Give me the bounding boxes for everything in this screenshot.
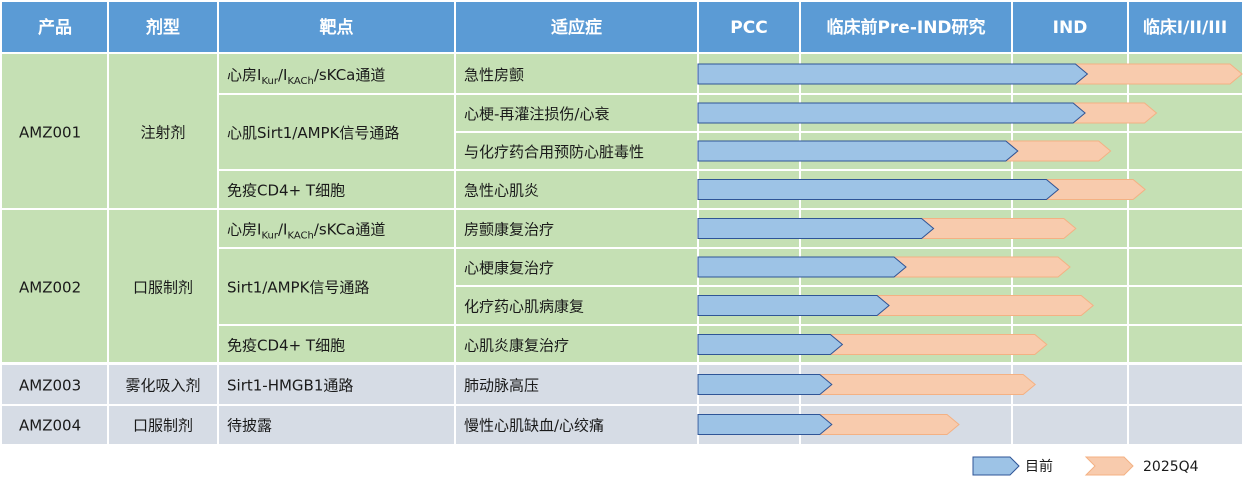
- header-cell: 剂型: [146, 17, 180, 38]
- target-progress-bar: [875, 295, 1094, 316]
- header-cell: 产品: [38, 17, 72, 38]
- legend-target-label: 2025Q4: [1143, 459, 1199, 475]
- dosage-form: 口服制剂: [133, 417, 193, 435]
- current-progress-bar: [697, 334, 844, 355]
- indication-label: 急性房颤: [464, 66, 524, 84]
- target-label: Sirt1-HMGB1通路: [227, 377, 353, 395]
- current-progress-bar: [697, 295, 890, 316]
- dosage-form: 注射剂: [140, 124, 185, 142]
- header-cell: IND: [1053, 18, 1088, 38]
- current-progress-bar: [697, 218, 935, 239]
- product-name: AMZ002: [19, 279, 81, 297]
- indication-label: 化疗药心肌病康复: [464, 298, 584, 316]
- indication-label: 房颤康复治疗: [464, 221, 554, 239]
- header-bar: [2, 2, 1242, 52]
- current-progress-bar: [697, 102, 1086, 124]
- current-progress-bar: [697, 63, 1089, 85]
- header-cell: 适应症: [551, 17, 602, 38]
- legend-current-swatch: [972, 456, 1020, 476]
- header-cell: PCC: [730, 18, 767, 38]
- dosage-form: 口服制剂: [133, 279, 193, 297]
- target-label: 免疫CD4+ T细胞: [227, 337, 345, 355]
- target-label: Sirt1/AMPK信号通路: [227, 279, 369, 297]
- target-label: 心房IKur/IKACh/sKCa通道: [227, 221, 385, 242]
- target-label: 心肌Sirt1/AMPK信号通路: [227, 124, 399, 142]
- target-progress-bar: [818, 374, 1036, 395]
- target-progress-bar: [1045, 179, 1146, 200]
- current-progress-bar: [697, 414, 833, 435]
- indication-label: 肺动脉高压: [464, 377, 539, 395]
- current-progress-bar: [697, 256, 907, 278]
- header-cell: 靶点: [320, 17, 354, 38]
- header-cell: 临床前Pre-IND研究: [826, 17, 985, 38]
- legend-target-swatch: [1084, 456, 1134, 476]
- indication-label: 与化疗药合用预防心脏毒性: [464, 143, 644, 161]
- indication-label: 心梗-再灌注损伤/心衰: [464, 105, 609, 123]
- indication-label: 急性心肌炎: [464, 182, 539, 200]
- indication-label: 心肌炎康复治疗: [464, 337, 569, 355]
- legend-current-label: 目前: [1025, 458, 1053, 475]
- dosage-form: 雾化吸入剂: [125, 377, 200, 395]
- target-label: 待披露: [227, 417, 272, 435]
- current-progress-bar: [697, 374, 833, 395]
- target-progress-bar: [818, 414, 960, 435]
- product-name: AMZ003: [19, 377, 81, 395]
- current-progress-bar: [697, 140, 1019, 162]
- target-progress-bar: [829, 334, 1048, 355]
- indication-label: 慢性心肌缺血/心绞痛: [464, 417, 604, 435]
- target-progress-bar: [1004, 140, 1112, 162]
- target-progress-bar: [892, 256, 1071, 278]
- target-label: 心房IKur/IKACh/sKCa通道: [227, 66, 385, 87]
- target-progress-bar: [920, 218, 1077, 239]
- indication-label: 心梗康复治疗: [464, 259, 554, 277]
- current-progress-bar: [697, 179, 1060, 200]
- target-progress-bar: [1074, 63, 1243, 85]
- target-label: 免疫CD4+ T细胞: [227, 182, 345, 200]
- header-cell: 临床I/II/III: [1143, 17, 1227, 38]
- product-name: AMZ004: [19, 417, 81, 435]
- product-name: AMZ001: [19, 124, 81, 142]
- legend: 目前 2025Q4: [972, 456, 1199, 476]
